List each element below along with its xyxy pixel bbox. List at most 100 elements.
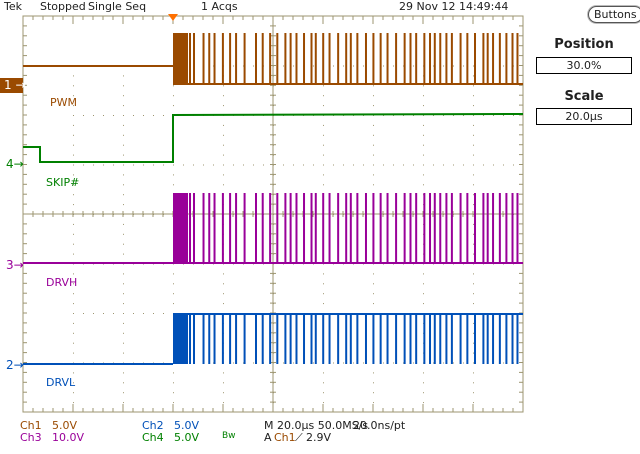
grid-dot: [273, 392, 274, 394]
grid-dot: [423, 85, 424, 87]
grid-dot: [423, 273, 424, 275]
grid-dot: [73, 174, 74, 176]
grid-dot: [173, 303, 174, 305]
grid-dot: [413, 115, 414, 116]
arrow-right-icon: →: [13, 358, 24, 372]
timebase-readout[interactable]: M 20.0µs 50.0MS/s: [264, 419, 369, 432]
grid-dot: [513, 115, 514, 116]
ch3-ground-marker[interactable]: 3→: [6, 258, 24, 272]
buttons-button[interactable]: Buttons: [588, 6, 640, 23]
grid-dot: [473, 362, 474, 364]
grid-dot: [173, 85, 174, 87]
ch3-scale[interactable]: 10.0V: [52, 431, 85, 444]
acquisition-mode: Single Seq: [88, 0, 147, 13]
grid-dot: [353, 362, 354, 364]
grid-dot: [73, 293, 74, 295]
grid-dot: [463, 214, 464, 215]
grid-dot: [123, 402, 124, 404]
grid-dot: [253, 214, 254, 215]
arrow-right-icon: →: [13, 157, 24, 171]
grid-dot: [133, 313, 134, 314]
grid-dot: [363, 164, 364, 166]
grid-dot: [123, 322, 124, 324]
grid-dot: [213, 362, 214, 364]
ch4-readout-name[interactable]: Ch4: [142, 431, 164, 444]
grid-dot: [473, 372, 474, 374]
scale-value[interactable]: 20.0µs: [536, 108, 632, 125]
ch2-scale[interactable]: 5.0V: [174, 419, 200, 432]
grid-dot: [373, 402, 374, 404]
grid-dot: [413, 65, 414, 67]
grid-dot: [473, 154, 474, 156]
grid-dot: [233, 214, 234, 215]
grid-dot: [373, 154, 374, 156]
ch3-readout-name[interactable]: Ch3: [20, 431, 42, 444]
ch1-readout-name[interactable]: Ch1: [20, 419, 42, 432]
bandwidth-limit-indicator: Bw: [222, 431, 236, 441]
ch1-ground-marker[interactable]: 1 →: [0, 78, 26, 93]
grid-dot: [273, 194, 274, 196]
grid-dot: [403, 164, 404, 166]
grid-dot: [73, 303, 74, 305]
ch1-scale[interactable]: 5.0V: [52, 419, 78, 432]
grid-dot: [73, 144, 74, 146]
grid-dot: [263, 164, 264, 166]
position-value[interactable]: 30.0%: [536, 57, 632, 74]
grid-dot: [73, 273, 74, 275]
grid-dot: [383, 115, 384, 116]
resolution-readout: 20.0ns/pt: [353, 419, 406, 432]
trigger-label: A: [264, 431, 272, 444]
grid-dot: [123, 382, 124, 384]
grid-dot: [373, 382, 374, 384]
grid-dot: [373, 164, 374, 166]
pwm-trace-burst: [173, 33, 188, 84]
trigger-source[interactable]: Ch1: [274, 431, 296, 444]
grid-dot: [333, 214, 334, 215]
grid-dot: [273, 362, 274, 364]
grid-dot: [273, 75, 274, 77]
grid-dot: [163, 313, 164, 314]
grid-dot: [273, 223, 274, 225]
grid-dot: [273, 273, 274, 275]
grid-dot: [293, 164, 294, 166]
grid-dot: [243, 65, 244, 67]
grid-dot: [323, 174, 324, 176]
grid-dot: [373, 115, 374, 116]
ch4-scale[interactable]: 5.0V: [174, 431, 200, 444]
grid-dot: [473, 342, 474, 344]
grid-dot: [123, 253, 124, 255]
grid-dot: [323, 164, 324, 166]
grid-dot: [373, 392, 374, 394]
ch2-readout-name[interactable]: Ch2: [142, 419, 164, 432]
grid-dot: [73, 223, 74, 225]
position-label: Position: [554, 37, 614, 52]
grid-dot: [373, 184, 374, 186]
grid-dot: [293, 362, 294, 364]
grid-dot: [123, 154, 124, 156]
grid-dot: [213, 164, 214, 166]
grid-dot: [353, 164, 354, 166]
trigger-level[interactable]: 2.9V: [306, 431, 332, 444]
grid-dot: [253, 65, 254, 67]
grid-dot: [273, 134, 274, 136]
ch2-ground-marker[interactable]: 2→: [6, 358, 24, 372]
grid-dot: [233, 65, 234, 67]
grid-dot: [423, 154, 424, 156]
grid-dot: [473, 115, 474, 116]
grid-dot: [363, 65, 364, 67]
grid-dot: [163, 164, 164, 166]
grid-dot: [73, 184, 74, 186]
grid-dot: [373, 95, 374, 97]
grid-dot: [223, 154, 224, 156]
grid-dot: [283, 214, 284, 215]
grid-dot: [273, 174, 274, 176]
ch4-ground-marker[interactable]: 4→: [6, 157, 24, 171]
grid-dot: [313, 164, 314, 166]
grid-dot: [73, 253, 74, 255]
grid-dot: [273, 382, 274, 384]
grid-dot: [73, 134, 74, 136]
drvh-trace-label: DRVH: [46, 276, 78, 289]
grid-dot: [73, 124, 74, 126]
ch4-marker-number: 4: [6, 157, 14, 171]
grid-dot: [343, 164, 344, 166]
